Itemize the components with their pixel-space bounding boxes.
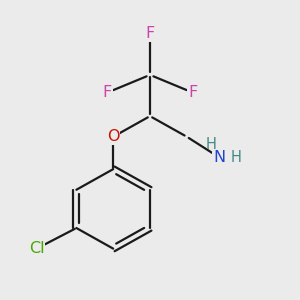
Text: F: F [188,85,197,100]
Text: F: F [146,26,154,41]
Text: Cl: Cl [29,241,44,256]
Text: F: F [103,85,112,100]
Text: H: H [206,136,216,152]
Text: N: N [213,150,225,165]
Text: H: H [231,150,242,165]
Text: O: O [107,129,119,144]
